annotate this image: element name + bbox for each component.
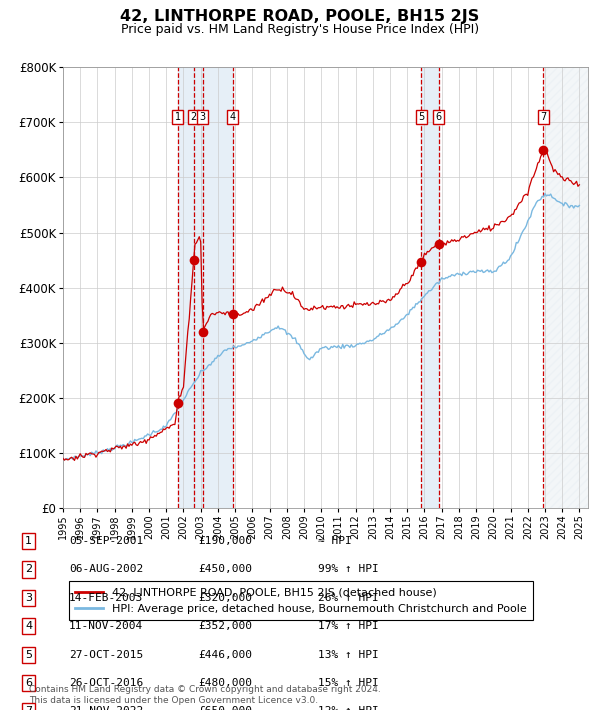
- Text: 2: 2: [25, 564, 32, 574]
- Text: 5: 5: [418, 112, 425, 122]
- Text: Contains HM Land Registry data © Crown copyright and database right 2024.: Contains HM Land Registry data © Crown c…: [29, 685, 380, 694]
- Text: 7: 7: [25, 706, 32, 710]
- Text: 7: 7: [540, 112, 546, 122]
- Text: 06-AUG-2002: 06-AUG-2002: [69, 564, 143, 574]
- Bar: [178, 67, 194, 508]
- Text: £446,000: £446,000: [198, 650, 252, 660]
- Text: 2: 2: [191, 112, 197, 122]
- Bar: [543, 67, 588, 508]
- Text: £190,000: £190,000: [198, 536, 252, 546]
- Text: ≈ HPI: ≈ HPI: [318, 536, 352, 546]
- Text: 13% ↑ HPI: 13% ↑ HPI: [318, 650, 379, 660]
- Text: 27-OCT-2015: 27-OCT-2015: [69, 650, 143, 660]
- Text: 21-NOV-2022: 21-NOV-2022: [69, 706, 143, 710]
- Text: 42, LINTHORPE ROAD, POOLE, BH15 2JS: 42, LINTHORPE ROAD, POOLE, BH15 2JS: [121, 9, 479, 23]
- Text: 3: 3: [25, 593, 32, 603]
- Text: £480,000: £480,000: [198, 678, 252, 688]
- Bar: [194, 67, 203, 508]
- Text: 1: 1: [175, 112, 181, 122]
- Text: This data is licensed under the Open Government Licence v3.0.: This data is licensed under the Open Gov…: [29, 696, 318, 705]
- Text: 4: 4: [230, 112, 236, 122]
- Bar: [203, 67, 233, 508]
- Text: £352,000: £352,000: [198, 621, 252, 631]
- Bar: [421, 67, 439, 508]
- Text: 14-FEB-2003: 14-FEB-2003: [69, 593, 143, 603]
- Text: £650,000: £650,000: [198, 706, 252, 710]
- Text: 26% ↑ HPI: 26% ↑ HPI: [318, 593, 379, 603]
- Text: 6: 6: [25, 678, 32, 688]
- Text: 4: 4: [25, 621, 32, 631]
- Text: 3: 3: [200, 112, 206, 122]
- Text: Price paid vs. HM Land Registry's House Price Index (HPI): Price paid vs. HM Land Registry's House …: [121, 23, 479, 36]
- Text: 15% ↑ HPI: 15% ↑ HPI: [318, 678, 379, 688]
- Text: 6: 6: [436, 112, 442, 122]
- Text: 1: 1: [25, 536, 32, 546]
- Text: £320,000: £320,000: [198, 593, 252, 603]
- Text: 5: 5: [25, 650, 32, 660]
- Legend: 42, LINTHORPE ROAD, POOLE, BH15 2JS (detached house), HPI: Average price, detach: 42, LINTHORPE ROAD, POOLE, BH15 2JS (det…: [68, 581, 533, 621]
- Text: £450,000: £450,000: [198, 564, 252, 574]
- Text: 11-NOV-2004: 11-NOV-2004: [69, 621, 143, 631]
- Text: 05-SEP-2001: 05-SEP-2001: [69, 536, 143, 546]
- Text: 12% ↑ HPI: 12% ↑ HPI: [318, 706, 379, 710]
- Text: 99% ↑ HPI: 99% ↑ HPI: [318, 564, 379, 574]
- Text: 17% ↑ HPI: 17% ↑ HPI: [318, 621, 379, 631]
- Text: 26-OCT-2016: 26-OCT-2016: [69, 678, 143, 688]
